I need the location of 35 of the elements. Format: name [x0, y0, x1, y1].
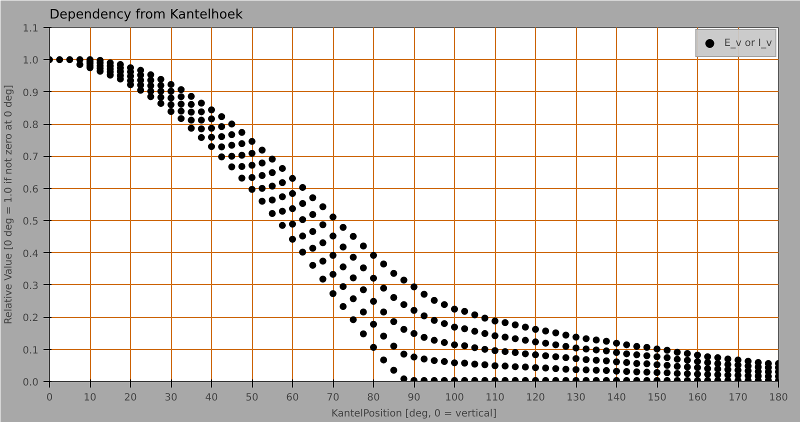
y-tick-label: 0.1 — [22, 345, 39, 356]
x-tick-label: 10 — [84, 392, 96, 404]
x-tick-label: 170 — [728, 392, 748, 404]
x-tick-label: 0 — [46, 392, 53, 404]
chart-title: Dependency from Kantelhoek — [50, 8, 244, 22]
x-tick-label: 20 — [124, 392, 137, 404]
y-tick-label: 1.1 — [22, 24, 39, 34]
x-tick-label: 120 — [526, 392, 546, 404]
x-tick-label: 80 — [367, 392, 380, 404]
x-tick-label: 60 — [286, 392, 299, 404]
x-tick-label: 70 — [326, 392, 340, 404]
x-tick-label: 100 — [444, 392, 464, 404]
y-tick-label: 0.5 — [22, 216, 39, 228]
y-tick-label: 0.3 — [22, 280, 39, 292]
legend-label: E_v or I_v — [724, 38, 772, 48]
y-tick-label: 0.9 — [22, 88, 39, 99]
y-tick-label: 0.7 — [22, 152, 39, 164]
y-tick-label: 0.0 — [22, 378, 39, 388]
x-tick-label: 160 — [688, 392, 708, 404]
x-tick-label: 90 — [408, 392, 420, 404]
y-tick-label: 1.0 — [22, 56, 39, 67]
x-tick-label: 30 — [164, 392, 178, 404]
y-tick-label: 0.6 — [22, 184, 39, 196]
x-tick-label: 110 — [485, 392, 505, 404]
x-tick-label: 40 — [205, 392, 218, 404]
x-tick-label: 140 — [606, 392, 626, 404]
x-tick-label: 180 — [768, 392, 788, 404]
x-tick-label: 50 — [246, 392, 258, 404]
y-tick-label: 0.4 — [22, 248, 39, 260]
x-tick-label: 130 — [566, 392, 586, 404]
x-tick-label: 150 — [647, 392, 667, 404]
y-tick-label: 0.8 — [22, 120, 39, 132]
y-axis-title: Relative Value [0 deg = 1.0 if not zero at 0 deg] — [4, 84, 15, 324]
x-axis-title: KantelPosition [deg, 0 = vertical] — [331, 408, 497, 420]
y-tick-label: 0.2 — [22, 313, 39, 324]
